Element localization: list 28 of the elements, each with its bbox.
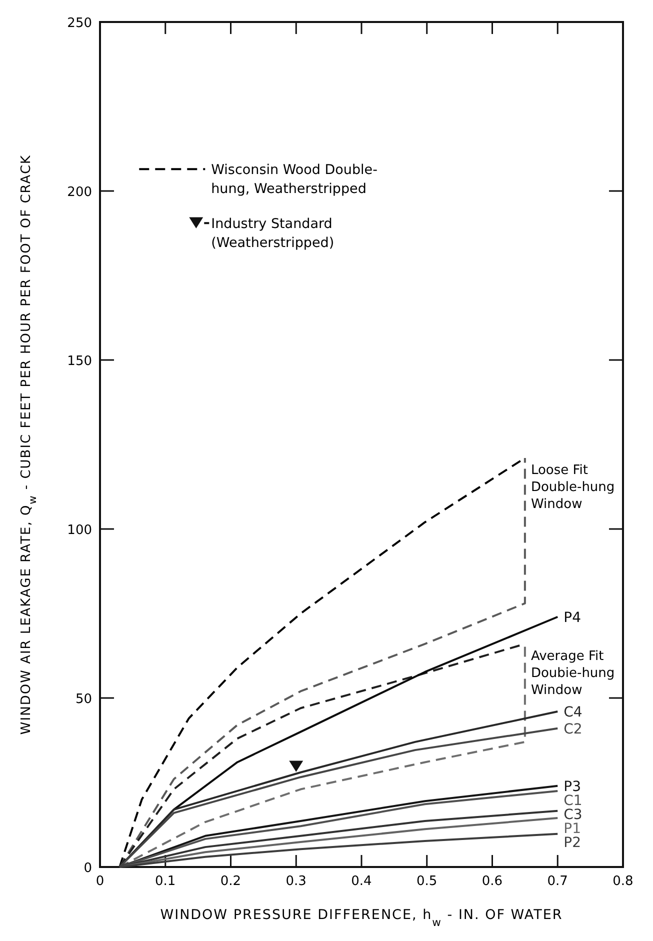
annotation: Average Fit Doubie-hung Window <box>530 648 615 698</box>
series-label: C4 <box>564 704 582 721</box>
legend-label: Industry Standard (Weatherstripped) <box>211 216 334 252</box>
x-tick-label: 0.4 <box>351 874 372 889</box>
y-tick-label: 150 <box>67 354 92 369</box>
x-tick-label: 0.7 <box>547 874 568 889</box>
x-tick-label: 0.1 <box>155 874 176 889</box>
x-tick-label: 0.6 <box>482 874 503 889</box>
series-label: P2 <box>564 834 581 851</box>
y-tick-label: 250 <box>67 16 92 31</box>
series-label: P1 <box>564 820 581 837</box>
x-tick-label: 0.3 <box>286 874 306 889</box>
series-label: P3 <box>564 778 581 795</box>
x-tick-label: 0.8 <box>612 874 634 889</box>
y-tick-label: 200 <box>67 185 92 200</box>
y-tick-label: 100 <box>67 523 92 538</box>
legend-label: Wisconsin Wood Double-hung, Weatherstripped <box>211 162 378 198</box>
series-label: C1 <box>564 792 582 809</box>
y-tick-label: 0 <box>84 861 92 876</box>
x-axis-title: WINDOW PRESSURE DIFFERENCE, h$_{w}$ - IN. OF WATER <box>160 907 563 928</box>
x-tick-label: 0 <box>96 874 104 889</box>
annotation: Loose Fit Double-hung Window <box>530 463 615 512</box>
x-tick-label: 0.5 <box>416 874 438 889</box>
x-tick-label: 0.2 <box>220 874 242 889</box>
y-tick-label: 50 <box>75 692 92 707</box>
series-label: C2 <box>564 721 582 738</box>
series-label: P4 <box>564 610 582 626</box>
series-label: C3 <box>564 806 582 823</box>
